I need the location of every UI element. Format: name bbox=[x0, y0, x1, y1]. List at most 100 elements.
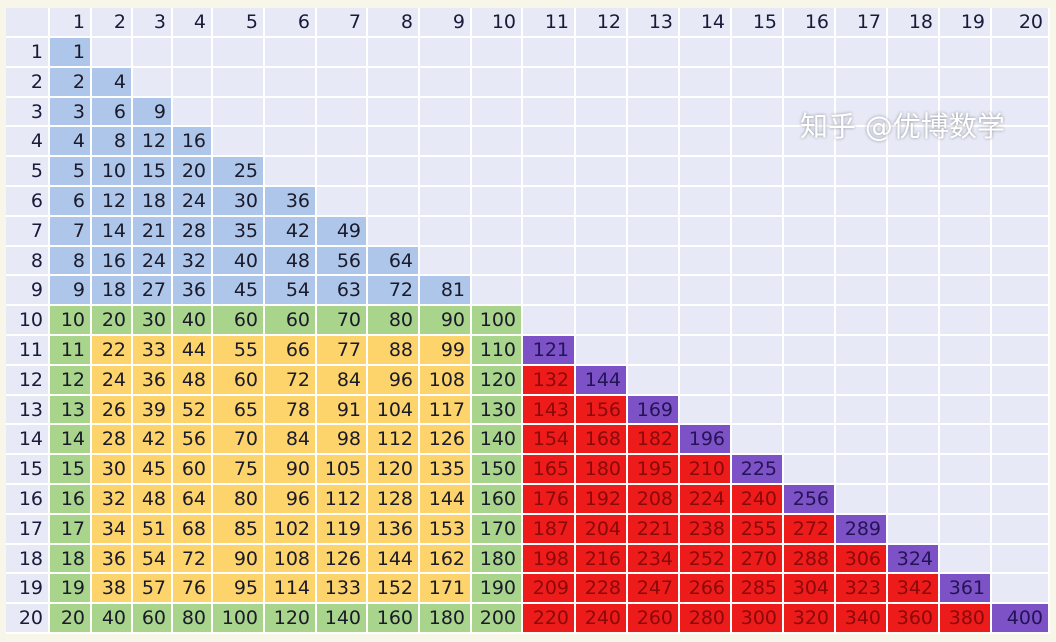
empty-cell bbox=[628, 365, 680, 396]
product-cell: 289 bbox=[836, 514, 888, 545]
product-cell: 210 bbox=[680, 455, 732, 485]
empty-cell bbox=[784, 38, 836, 68]
empty-cell bbox=[732, 365, 784, 396]
empty-cell bbox=[472, 127, 523, 158]
empty-cell bbox=[836, 395, 888, 426]
row-header: 17 bbox=[6, 514, 50, 545]
product-cell: 108 bbox=[265, 544, 317, 575]
product-cell: 252 bbox=[680, 544, 732, 575]
product-cell: 165 bbox=[523, 455, 576, 485]
column-header: 9 bbox=[420, 8, 472, 38]
product-cell: 140 bbox=[317, 604, 368, 634]
empty-cell bbox=[888, 216, 940, 247]
product-cell: 84 bbox=[265, 425, 317, 456]
empty-cell bbox=[732, 425, 784, 456]
empty-cell bbox=[628, 276, 680, 307]
product-cell: 77 bbox=[317, 336, 368, 366]
empty-cell bbox=[836, 485, 888, 515]
product-cell: 240 bbox=[576, 604, 628, 634]
product-cell: 102 bbox=[265, 514, 317, 545]
product-cell: 32 bbox=[173, 246, 213, 277]
product-cell: 66 bbox=[265, 336, 317, 366]
empty-cell bbox=[576, 187, 628, 217]
product-cell: 42 bbox=[133, 425, 173, 456]
product-cell: 60 bbox=[173, 455, 213, 485]
empty-cell bbox=[420, 157, 472, 187]
product-cell: 238 bbox=[680, 514, 732, 545]
product-cell: 49 bbox=[317, 216, 368, 247]
product-cell: 40 bbox=[173, 306, 213, 336]
empty-cell bbox=[940, 395, 992, 426]
product-cell: 85 bbox=[213, 514, 265, 545]
empty-cell bbox=[92, 38, 133, 68]
empty-cell bbox=[836, 216, 888, 247]
empty-cell bbox=[368, 38, 420, 68]
product-cell: 150 bbox=[472, 455, 523, 485]
product-cell: 126 bbox=[420, 425, 472, 456]
empty-cell bbox=[628, 38, 680, 68]
product-cell: 80 bbox=[368, 306, 420, 336]
product-cell: 98 bbox=[317, 425, 368, 456]
empty-cell bbox=[213, 67, 265, 98]
empty-cell bbox=[784, 127, 836, 158]
product-cell: 26 bbox=[92, 395, 133, 426]
product-cell: 400 bbox=[992, 604, 1050, 634]
empty-cell bbox=[576, 127, 628, 158]
empty-cell bbox=[732, 306, 784, 336]
product-cell: 80 bbox=[213, 485, 265, 515]
product-cell: 70 bbox=[317, 306, 368, 336]
empty-cell bbox=[888, 97, 940, 128]
empty-cell bbox=[265, 127, 317, 158]
empty-cell bbox=[523, 216, 576, 247]
empty-cell bbox=[173, 67, 213, 98]
empty-cell bbox=[784, 336, 836, 366]
empty-cell bbox=[213, 127, 265, 158]
empty-cell bbox=[576, 276, 628, 307]
empty-cell bbox=[420, 97, 472, 128]
product-cell: 182 bbox=[628, 425, 680, 456]
product-cell: 14 bbox=[50, 425, 92, 456]
product-cell: 40 bbox=[92, 604, 133, 634]
product-cell: 128 bbox=[368, 485, 420, 515]
product-cell: 120 bbox=[368, 455, 420, 485]
product-cell: 54 bbox=[133, 544, 173, 575]
product-cell: 195 bbox=[628, 455, 680, 485]
column-header: 16 bbox=[784, 8, 836, 38]
product-cell: 27 bbox=[133, 276, 173, 307]
empty-cell bbox=[784, 455, 836, 485]
product-cell: 10 bbox=[92, 157, 133, 187]
empty-cell bbox=[784, 306, 836, 336]
product-cell: 288 bbox=[784, 544, 836, 575]
product-cell: 60 bbox=[265, 306, 317, 336]
product-cell: 12 bbox=[50, 365, 92, 396]
empty-cell bbox=[992, 187, 1050, 217]
empty-cell bbox=[992, 336, 1050, 366]
empty-cell bbox=[940, 187, 992, 217]
empty-cell bbox=[173, 97, 213, 128]
product-cell: 200 bbox=[472, 604, 523, 634]
empty-cell bbox=[940, 365, 992, 396]
product-cell: 64 bbox=[173, 485, 213, 515]
empty-cell bbox=[992, 455, 1050, 485]
empty-cell bbox=[784, 157, 836, 187]
empty-cell bbox=[576, 97, 628, 128]
empty-cell bbox=[420, 67, 472, 98]
column-header: 3 bbox=[133, 8, 173, 38]
product-cell: 105 bbox=[317, 455, 368, 485]
product-cell: 266 bbox=[680, 574, 732, 605]
product-cell: 5 bbox=[50, 157, 92, 187]
empty-cell bbox=[940, 336, 992, 366]
product-cell: 4 bbox=[92, 67, 133, 98]
product-cell: 40 bbox=[213, 246, 265, 277]
product-cell: 7 bbox=[50, 216, 92, 247]
empty-cell bbox=[317, 157, 368, 187]
empty-cell bbox=[265, 38, 317, 68]
product-cell: 234 bbox=[628, 544, 680, 575]
column-header: 17 bbox=[836, 8, 888, 38]
empty-cell bbox=[888, 67, 940, 98]
product-cell: 21 bbox=[133, 216, 173, 247]
empty-cell bbox=[576, 306, 628, 336]
empty-cell bbox=[628, 216, 680, 247]
product-cell: 48 bbox=[133, 485, 173, 515]
row-header: 4 bbox=[6, 127, 50, 158]
